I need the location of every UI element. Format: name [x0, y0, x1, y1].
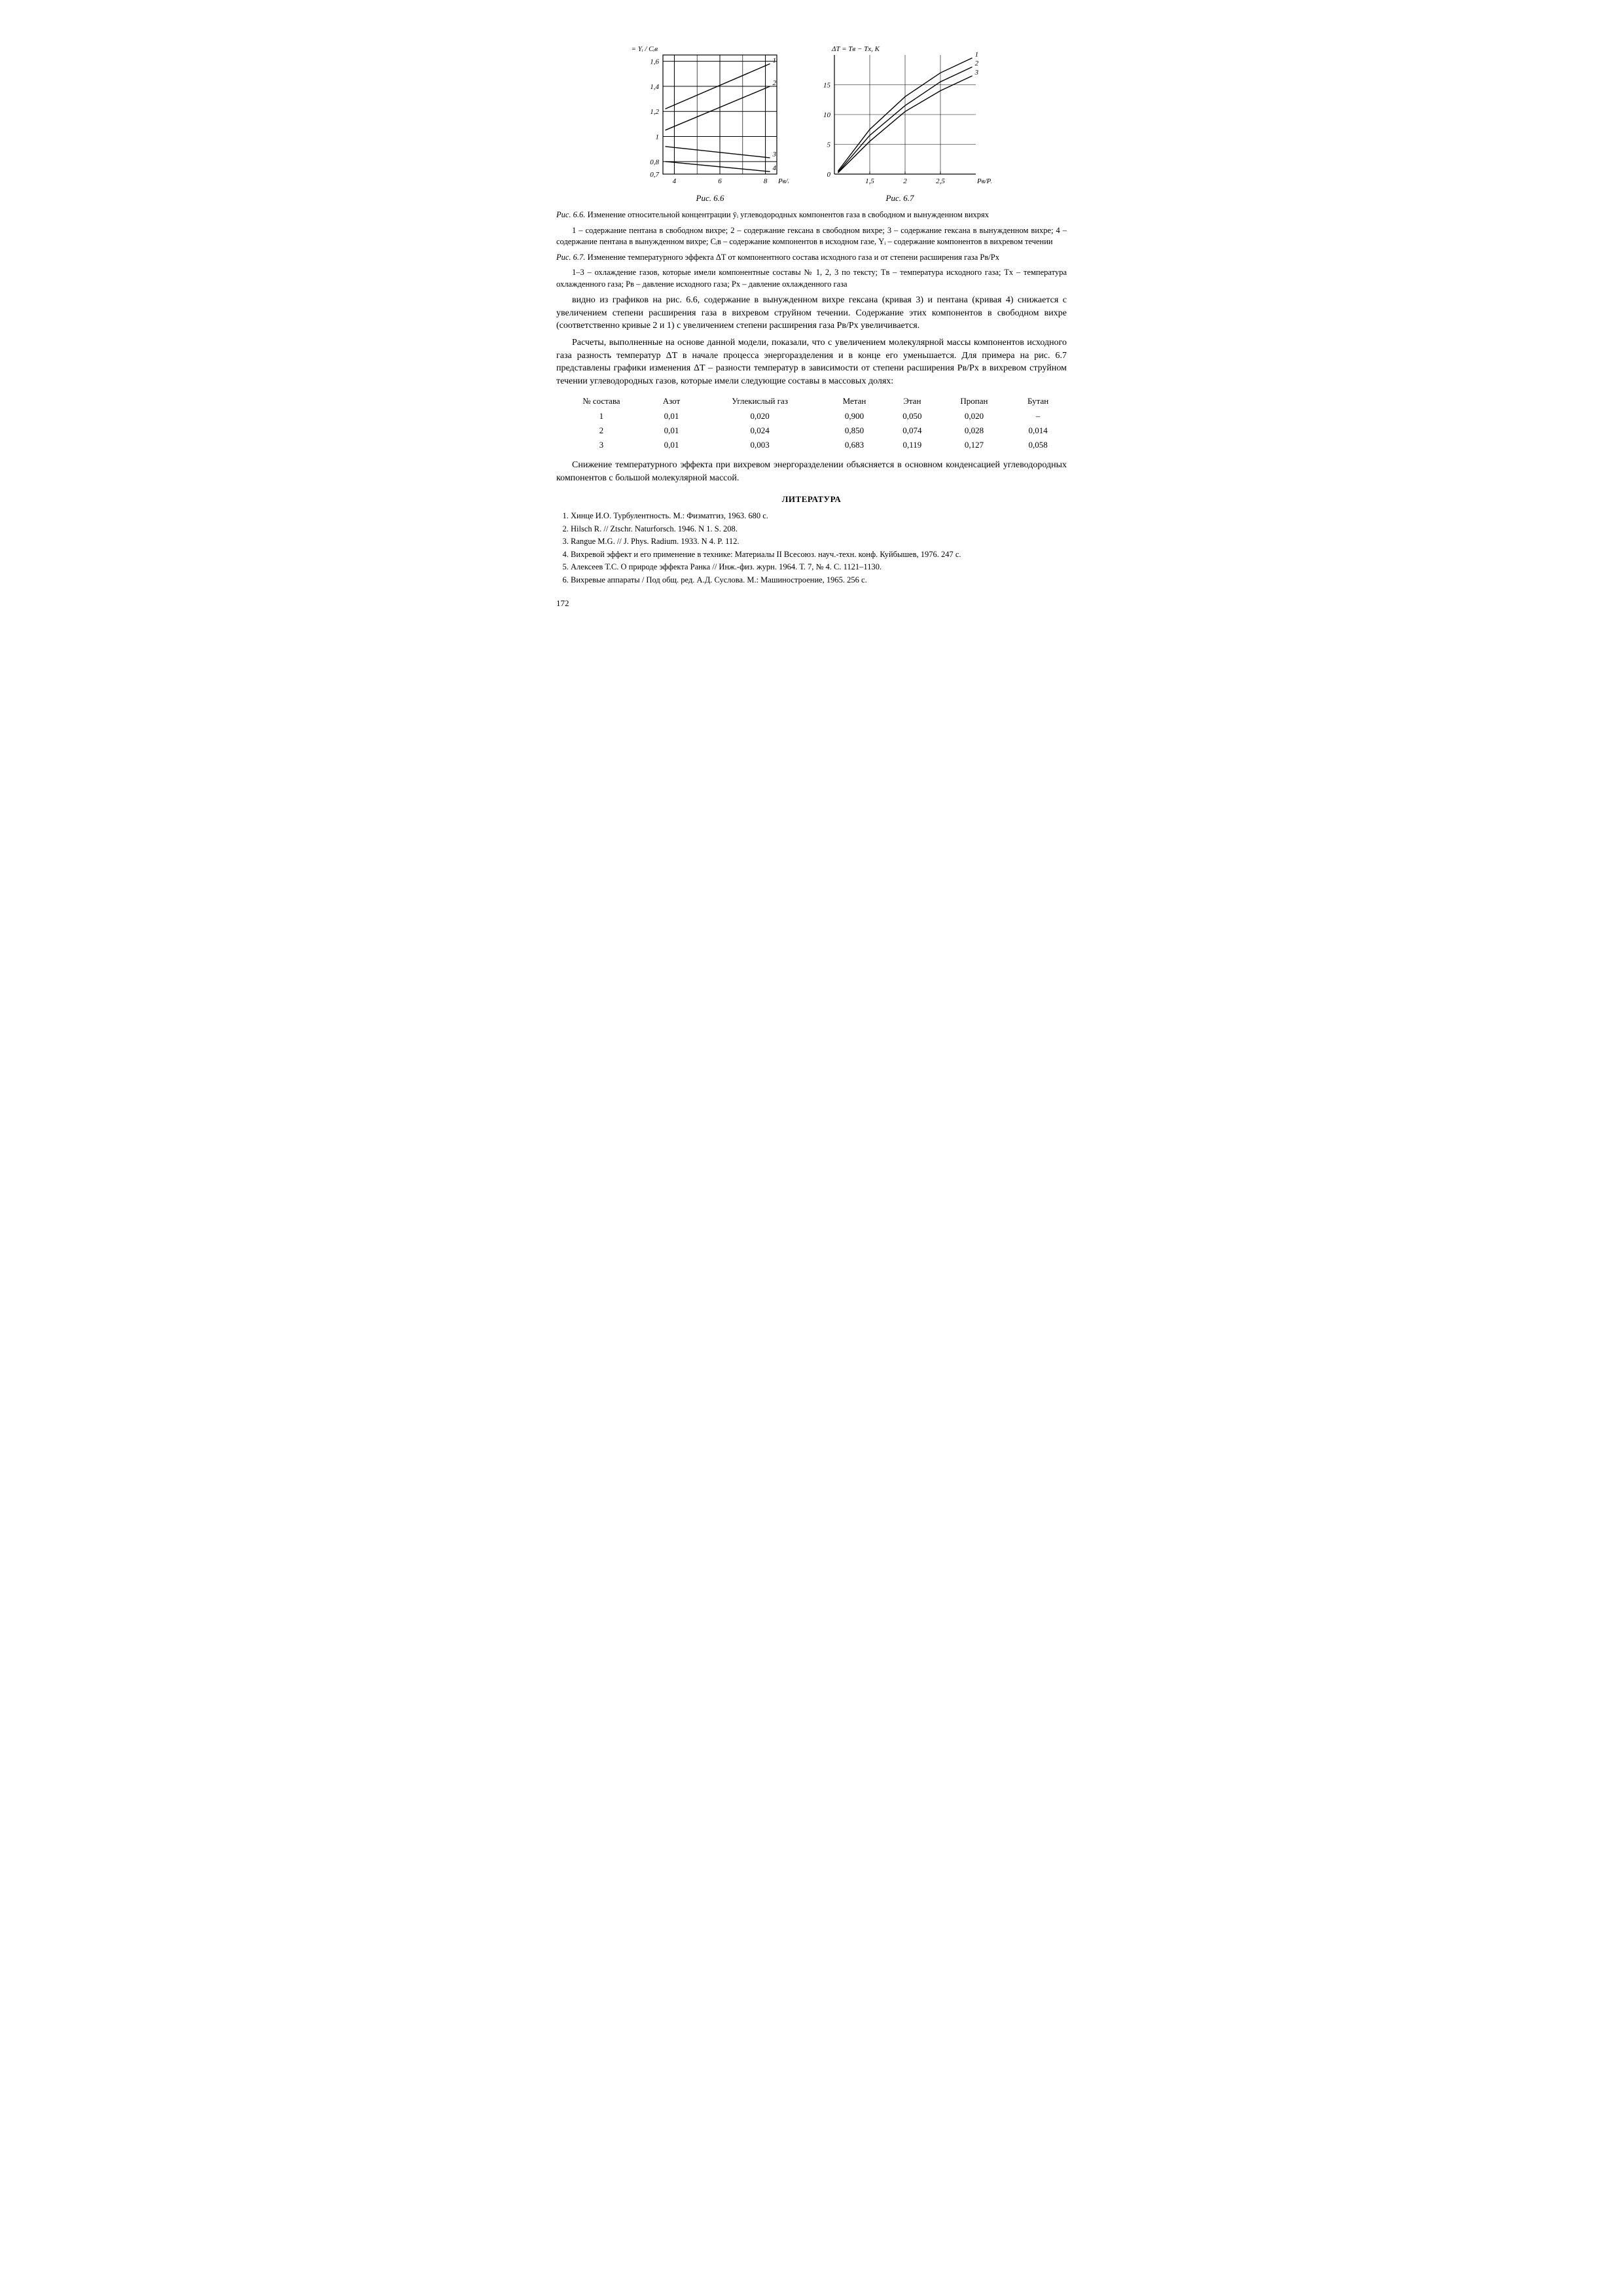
svg-text:2: 2 — [903, 177, 907, 185]
table-cell: 0,01 — [647, 423, 696, 438]
table-header: Метан — [823, 394, 885, 408]
paragraph-3: Снижение температурного эффекта при вихр… — [556, 459, 1067, 484]
svg-text:2: 2 — [975, 60, 979, 67]
table-cell: 0,01 — [647, 409, 696, 423]
table-header: Азот — [647, 394, 696, 408]
page-number: 172 — [556, 598, 1067, 609]
svg-text:6: 6 — [718, 177, 722, 185]
reference-item: Вихревой эффект и его применение в техни… — [571, 549, 1067, 561]
table-cell: 0,024 — [696, 423, 823, 438]
table-cell: 0,127 — [939, 438, 1009, 452]
svg-text:1: 1 — [656, 134, 660, 141]
svg-text:0,7: 0,7 — [650, 171, 659, 179]
svg-text:3: 3 — [974, 69, 979, 77]
table-cell: 0,020 — [939, 409, 1009, 423]
table-cell: 0,003 — [696, 438, 823, 452]
svg-text:0: 0 — [827, 171, 831, 179]
table-row: 20,010,0240,8500,0740,0280,014 — [556, 423, 1067, 438]
figure-6-7-caption: Рис. 6.7 — [886, 192, 914, 204]
svg-text:Pв/Pх: Pв/Pх — [976, 177, 991, 185]
svg-text:Pв/Pх: Pв/Pх — [777, 177, 789, 185]
figures-row: ȳᵢ = Yᵢ / Cᵢв0,70,811,21,41,6468Pв/Pх123… — [556, 39, 1067, 204]
svg-text:1,2: 1,2 — [650, 108, 659, 116]
paragraph-2: Расчеты, выполненные на основе данной мо… — [556, 336, 1067, 387]
svg-text:1,5: 1,5 — [865, 177, 874, 185]
table-header: Пропан — [939, 394, 1009, 408]
figure-6-7-legend: 1–3 – охлаждение газов, которые имели ко… — [556, 267, 1067, 290]
table-cell: 0,074 — [885, 423, 939, 438]
figure-6-7-description: Рис. 6.7. Изменение температурного эффек… — [556, 252, 1067, 264]
table-header: Углекислый газ — [696, 394, 823, 408]
reference-item: Хинце И.О. Турбулентность. М.: Физматгиз… — [571, 511, 1067, 522]
svg-text:ȳᵢ = Yᵢ / Cᵢв: ȳᵢ = Yᵢ / Cᵢв — [632, 45, 658, 53]
figure-6-6-caption: Рис. 6.6 — [696, 192, 724, 204]
svg-text:3: 3 — [772, 151, 777, 158]
svg-text:10: 10 — [823, 111, 831, 119]
table-cell: 3 — [556, 438, 647, 452]
chart-6-7: ΔT = Tв − Tх, K0510151,522,5Pв/Pх123 — [808, 39, 991, 190]
reference-item: Алексеев Т.С. О природе эффекта Ранка //… — [571, 562, 1067, 573]
chart-6-6: ȳᵢ = Yᵢ / Cᵢв 0,7 0,8 1 1,2 1,4 1,6 4 6 8 Pв/Pх 1 2 3… — [632, 39, 789, 190]
table-cell: 0,683 — [823, 438, 885, 452]
svg-text:2: 2 — [773, 79, 777, 87]
figure-6-6: ȳᵢ = Yᵢ / Cᵢв 0,7 0,8 1 1,2 1,4 1,6 4 6 8 Pв/Pх 1 2 3… — [632, 39, 789, 204]
table-cell: 0,850 — [823, 423, 885, 438]
svg-text:1,4: 1,4 — [650, 83, 659, 91]
figure-6-6-description: Рис. 6.6. Изменение относительной концен… — [556, 209, 1067, 221]
table-cell: 1 — [556, 409, 647, 423]
svg-text:2,5: 2,5 — [936, 177, 945, 185]
reference-item: Hilsch R. // Ztschr. Naturforsch. 1946. … — [571, 524, 1067, 535]
table-cell: 0,058 — [1009, 438, 1067, 452]
svg-text:4: 4 — [773, 164, 777, 172]
svg-text:15: 15 — [823, 82, 831, 90]
paragraph-1: видно из графиков на рис. 6.6, содержани… — [556, 294, 1067, 332]
svg-text:1: 1 — [975, 51, 979, 59]
svg-text:8: 8 — [764, 177, 768, 185]
table-cell: 0,119 — [885, 438, 939, 452]
svg-text:1: 1 — [773, 56, 777, 64]
table-cell: 0,900 — [823, 409, 885, 423]
table-cell: 0,050 — [885, 409, 939, 423]
reference-item: Rangue M.G. // J. Phys. Radium. 1933. N … — [571, 536, 1067, 548]
table-cell: 0,020 — [696, 409, 823, 423]
figure-6-6-legend: 1 – содержание пентана в свободном вихре… — [556, 225, 1067, 248]
svg-text:1,6: 1,6 — [650, 58, 659, 66]
table-header: Этан — [885, 394, 939, 408]
reference-item: Вихревые аппараты / Под общ. ред. А.Д. С… — [571, 575, 1067, 586]
references-heading: ЛИТЕРАТУРА — [556, 493, 1067, 505]
table-header: № состава — [556, 394, 647, 408]
composition-table: № составаАзотУглекислый газМетанЭтанПроп… — [556, 394, 1067, 452]
svg-text:0,8: 0,8 — [650, 158, 659, 166]
figure-6-7: ΔT = Tв − Tх, K0510151,522,5Pв/Pх123 Рис… — [808, 39, 991, 204]
table-cell: 0,014 — [1009, 423, 1067, 438]
svg-text:5: 5 — [827, 141, 831, 149]
reference-list: Хинце И.О. Турбулентность. М.: Физматгиз… — [556, 511, 1067, 586]
table-row: 10,010,0200,9000,0500,020– — [556, 409, 1067, 423]
table-cell: 2 — [556, 423, 647, 438]
table-header: Бутан — [1009, 394, 1067, 408]
table-cell: 0,028 — [939, 423, 1009, 438]
table-cell: – — [1009, 409, 1067, 423]
svg-text:4: 4 — [673, 177, 677, 185]
table-cell: 0,01 — [647, 438, 696, 452]
svg-text:ΔT = Tв − Tх, K: ΔT = Tв − Tх, K — [831, 45, 880, 53]
table-row: 30,010,0030,6830,1190,1270,058 — [556, 438, 1067, 452]
